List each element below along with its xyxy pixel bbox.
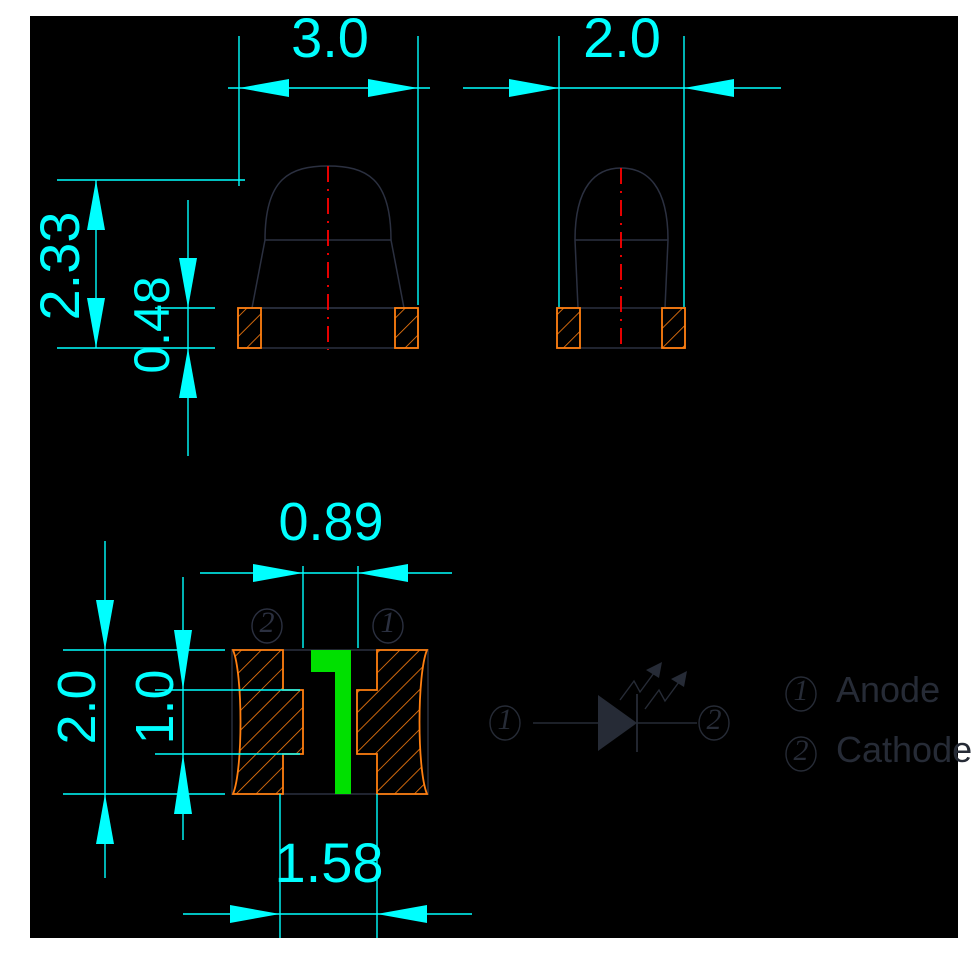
front-pad-right [394,307,419,349]
pad-callout-1-label: 1 [380,606,396,639]
emission-arrow-1-icon [619,672,655,701]
legend-marker-1-label: 1 [793,674,809,707]
dimension-value-width-front: 3.0 [291,6,369,69]
bottom-view [63,541,472,938]
dimension-value-pad-gap: 0.89 [278,492,384,552]
arrow-20-top [96,600,114,650]
bw-arrow-right [377,905,427,923]
side-pad-right [661,307,686,349]
arrow-233-top [87,180,105,230]
front-arrow-left [239,79,289,97]
side-pad-left [556,307,581,349]
pad-callout-1-circle [372,608,404,644]
emission-arrow-2-head [671,671,687,687]
legend-label-cathode: Cathode [836,729,973,770]
arrow-20-bot [96,794,114,844]
arrow-10-bot [174,754,192,814]
schematic-terminal-2-label: 2 [706,703,722,736]
canvas-background [30,16,958,938]
gap-arrow-left [253,564,303,582]
arrow-048-bot [179,348,197,398]
dimension-value-height-base: 0.48 [124,276,180,374]
legend-marker-2-label: 2 [793,734,809,767]
led-schematic-symbol [489,662,730,752]
front-view [228,36,430,350]
schematic-terminal-1-label: 1 [497,703,513,736]
pad-callout-2-circle [251,608,283,644]
vertical-dimensions-front [57,179,245,456]
legend-marker-1-circle [785,676,817,712]
bw-arrow-left [230,905,280,923]
front-pad-left [237,307,262,349]
arrow-048-top [179,258,197,308]
dimension-value-height-total: 2.33 [28,211,91,321]
dimension-value-body-height: 2.0 [47,669,107,745]
dimension-value-width-side: 2.0 [583,6,661,69]
schematic-terminal-1-circle [489,705,521,741]
side-view [463,36,781,350]
diode-triangle-icon [598,695,637,751]
side-arrow-left [509,79,559,97]
gap-arrow-right [358,564,408,582]
side-arrow-right [684,79,734,97]
schematic-terminal-2-circle [698,705,730,741]
bottom-pad-right [356,649,429,795]
cathode-marker [311,650,351,794]
legend-markers [785,676,817,772]
pad-callout-2-label: 2 [259,606,275,639]
front-arrow-right [368,79,418,97]
legend-marker-2-circle [785,736,817,772]
emission-arrow-2-icon [644,681,680,710]
dimension-value-pad-height: 1.0 [125,669,185,745]
arrow-233-bot [87,298,105,348]
bottom-pad-left [231,649,304,795]
arrow-10-top [174,630,192,690]
legend-label-anode: Anode [836,669,941,710]
emission-arrow-1-head [646,662,662,678]
dimension-value-body-width: 1.58 [274,831,384,894]
bottom-body-outline [231,649,429,795]
